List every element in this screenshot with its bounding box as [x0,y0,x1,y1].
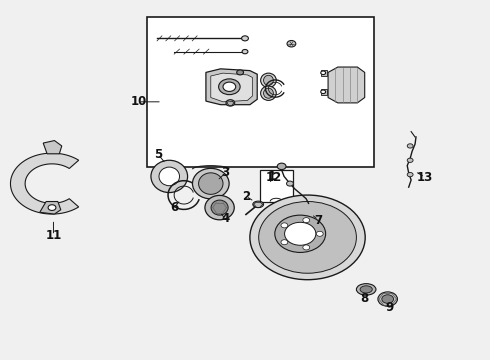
Ellipse shape [264,88,273,98]
Circle shape [259,202,356,273]
Text: 11: 11 [46,229,62,242]
Ellipse shape [253,201,264,208]
Circle shape [242,49,248,54]
Text: 7: 7 [314,214,322,227]
Circle shape [242,36,248,41]
Circle shape [219,79,240,95]
Circle shape [321,90,326,94]
Circle shape [407,144,413,148]
Circle shape [250,195,365,280]
Ellipse shape [151,160,188,193]
Text: 4: 4 [221,212,230,225]
Circle shape [382,295,393,303]
Circle shape [378,292,397,306]
Ellipse shape [264,75,273,85]
Circle shape [285,222,316,245]
Polygon shape [321,69,327,76]
Circle shape [281,240,288,245]
Text: 1: 1 [268,170,276,183]
Circle shape [321,71,326,75]
Circle shape [237,70,244,75]
Circle shape [303,245,310,250]
Text: 2: 2 [242,190,250,203]
FancyBboxPatch shape [147,17,374,167]
Polygon shape [40,202,61,214]
FancyBboxPatch shape [260,170,293,202]
Polygon shape [43,140,62,154]
Ellipse shape [193,168,229,199]
Text: 10: 10 [130,95,147,108]
Ellipse shape [261,86,276,100]
Circle shape [226,100,235,106]
Text: 6: 6 [170,202,178,215]
Text: 13: 13 [416,171,433,184]
Ellipse shape [360,286,372,293]
Polygon shape [211,73,252,102]
Polygon shape [328,67,365,103]
Circle shape [223,82,236,91]
Ellipse shape [205,195,234,220]
Ellipse shape [198,173,223,194]
Circle shape [277,163,286,170]
Text: 8: 8 [361,292,369,305]
Text: 3: 3 [221,166,229,179]
Circle shape [303,218,310,222]
Text: 12: 12 [265,171,281,184]
Text: 5: 5 [154,148,162,161]
Polygon shape [321,89,327,95]
Ellipse shape [356,284,376,295]
Circle shape [275,215,326,252]
Circle shape [407,172,413,177]
Text: 9: 9 [385,301,393,314]
Ellipse shape [211,200,228,215]
Ellipse shape [261,73,276,87]
Circle shape [317,231,323,236]
Circle shape [287,181,294,186]
Circle shape [407,158,413,162]
Polygon shape [10,153,79,214]
Circle shape [287,41,296,47]
Circle shape [281,223,288,228]
Ellipse shape [159,167,179,186]
Circle shape [48,205,56,211]
Polygon shape [206,69,257,105]
